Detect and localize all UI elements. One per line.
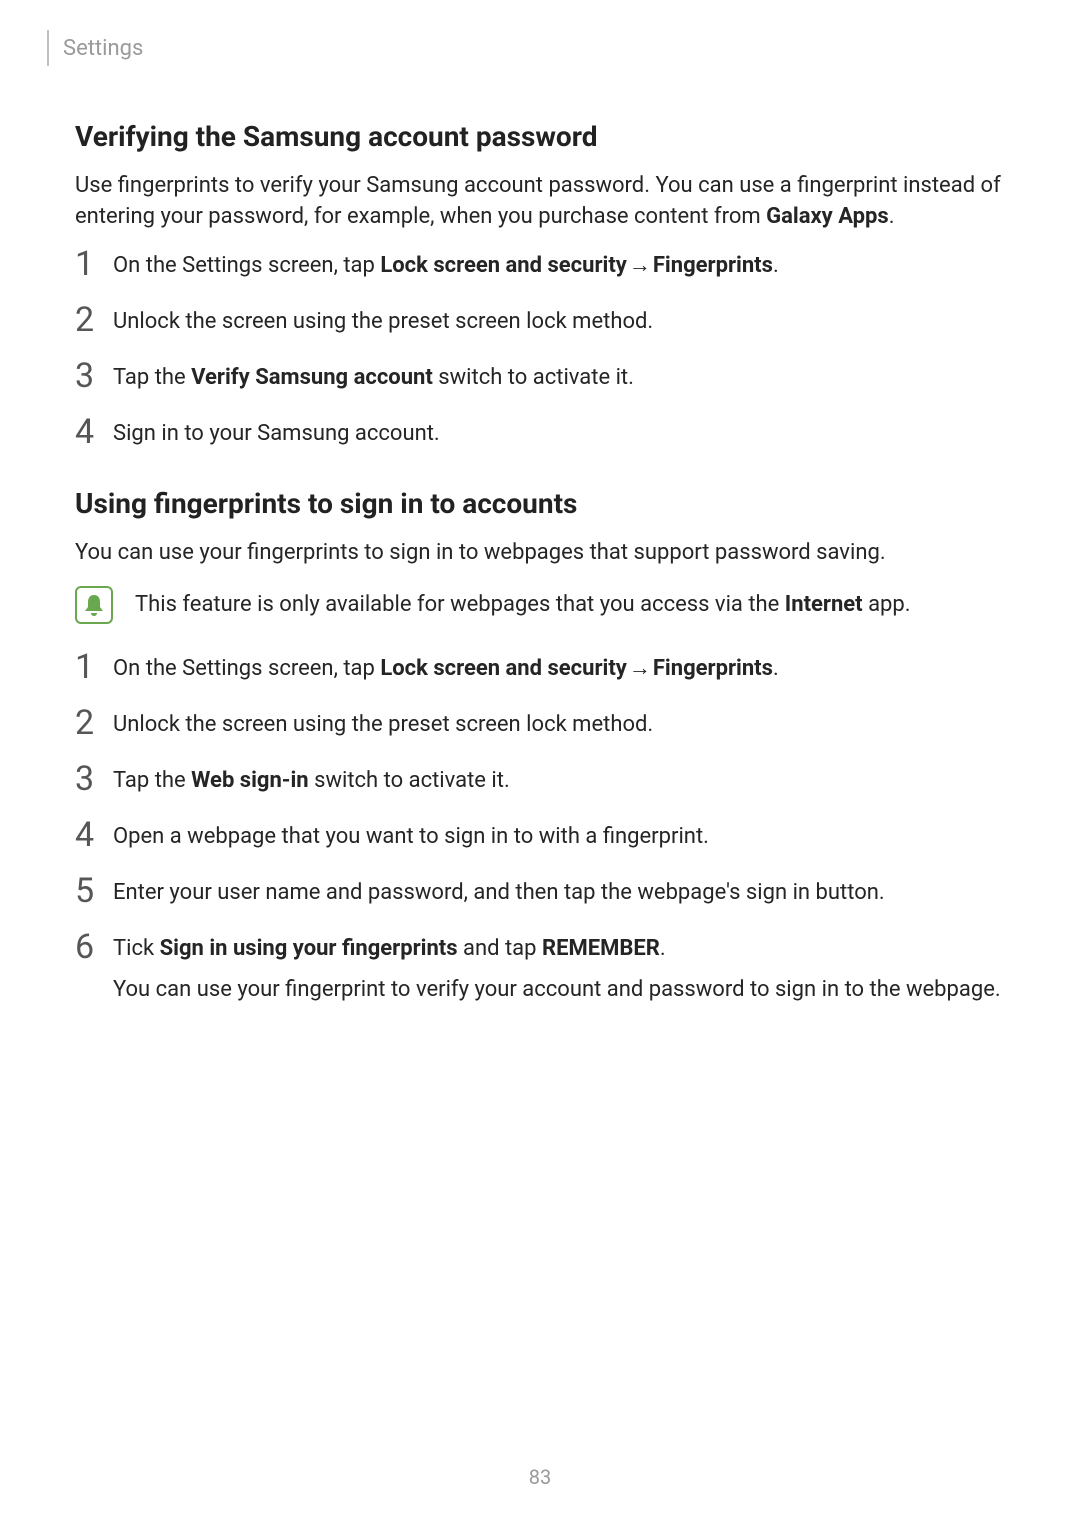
text: This feature is only available for webpa… [135, 592, 785, 617]
step-item: 1 On the Settings screen, tap Lock scree… [75, 654, 1005, 688]
step-body: Tap the Verify Samsung account switch to… [107, 363, 1005, 394]
text: Open a webpage that you want to sign in … [113, 824, 709, 849]
step-number: 3 [75, 359, 107, 393]
text: Tap the [113, 768, 191, 793]
arrow-icon: → [627, 654, 653, 685]
text: Tick [113, 936, 160, 961]
step-number: 2 [75, 303, 107, 337]
step-number: 1 [75, 247, 107, 281]
text: app. [863, 592, 911, 617]
step-body: On the Settings screen, tap Lock screen … [107, 251, 1005, 282]
step-body: On the Settings screen, tap Lock screen … [107, 654, 1005, 685]
step-item: 2 Unlock the screen using the preset scr… [75, 710, 1005, 744]
breadcrumb: Settings [63, 36, 143, 61]
step-followup: You can use your fingerprint to verify y… [113, 975, 1005, 1006]
text: . [889, 204, 895, 229]
step-body: Unlock the screen using the preset scree… [107, 710, 1005, 741]
step-item: 6 Tick Sign in using your fingerprints a… [75, 934, 1005, 1016]
text-bold: Sign in using your fingerprints [160, 936, 458, 961]
text-bold: Galaxy Apps [766, 204, 889, 229]
step-number: 6 [75, 930, 107, 964]
note-text: This feature is only available for webpa… [113, 590, 911, 621]
text: Unlock the screen using the preset scree… [113, 309, 653, 334]
page-number: 83 [0, 1465, 1080, 1489]
step-number: 2 [75, 706, 107, 740]
text: On the Settings screen, tap [113, 656, 380, 681]
page-content: Verifying the Samsung account password U… [75, 100, 1005, 1038]
step-body: Enter your user name and password, and t… [107, 878, 1005, 909]
text: and tap [458, 936, 542, 961]
section1-intro: Use fingerprints to verify your Samsung … [75, 171, 1005, 233]
step-item: 2 Unlock the screen using the preset scr… [75, 307, 1005, 341]
section2-intro: You can use your fingerprints to sign in… [75, 538, 1005, 569]
arrow-icon: → [627, 251, 653, 282]
step-item: 1 On the Settings screen, tap Lock scree… [75, 251, 1005, 285]
step-item: 3 Tap the Web sign-in switch to activate… [75, 766, 1005, 800]
bell-icon [75, 586, 113, 624]
step-body: Unlock the screen using the preset scree… [107, 307, 1005, 338]
text: switch to activate it. [309, 768, 510, 793]
step-number: 4 [75, 818, 107, 852]
step-item: 4 Sign in to your Samsung account. [75, 419, 1005, 453]
section-heading-signin: Using fingerprints to sign in to account… [75, 487, 1005, 520]
text: On the Settings screen, tap [113, 253, 380, 278]
step-number: 1 [75, 650, 107, 684]
text: Tap the [113, 365, 191, 390]
section-heading-verify: Verifying the Samsung account password [75, 120, 1005, 153]
text: . [773, 656, 779, 681]
step-body: Tap the Web sign-in switch to activate i… [107, 766, 1005, 797]
step-item: 5 Enter your user name and password, and… [75, 878, 1005, 912]
step-item: 4 Open a webpage that you want to sign i… [75, 822, 1005, 856]
step-number: 3 [75, 762, 107, 796]
text-bold: Internet [785, 592, 863, 617]
step-body: Tick Sign in using your fingerprints and… [107, 934, 1005, 1016]
note-callout: This feature is only available for webpa… [75, 586, 1005, 624]
step-item: 3 Tap the Verify Samsung account switch … [75, 363, 1005, 397]
step-number: 5 [75, 874, 107, 908]
step-number: 4 [75, 415, 107, 449]
text-bold: REMEMBER [542, 936, 660, 961]
header-divider [47, 30, 49, 66]
text-bold: Lock screen and security [380, 656, 627, 681]
text-bold: Fingerprints [653, 656, 773, 681]
text: . [773, 253, 779, 278]
text-bold: Verify Samsung account [191, 365, 433, 390]
page-header: Settings [47, 30, 143, 66]
text: Sign in to your Samsung account. [113, 421, 440, 446]
step-body: Open a webpage that you want to sign in … [107, 822, 1005, 853]
text-bold: Web sign-in [191, 768, 309, 793]
text: . [660, 936, 666, 961]
text: Unlock the screen using the preset scree… [113, 712, 653, 737]
text: Enter your user name and password, and t… [113, 880, 885, 905]
text-bold: Lock screen and security [380, 253, 627, 278]
text: switch to activate it. [433, 365, 634, 390]
text-bold: Fingerprints [653, 253, 773, 278]
step-body: Sign in to your Samsung account. [107, 419, 1005, 450]
